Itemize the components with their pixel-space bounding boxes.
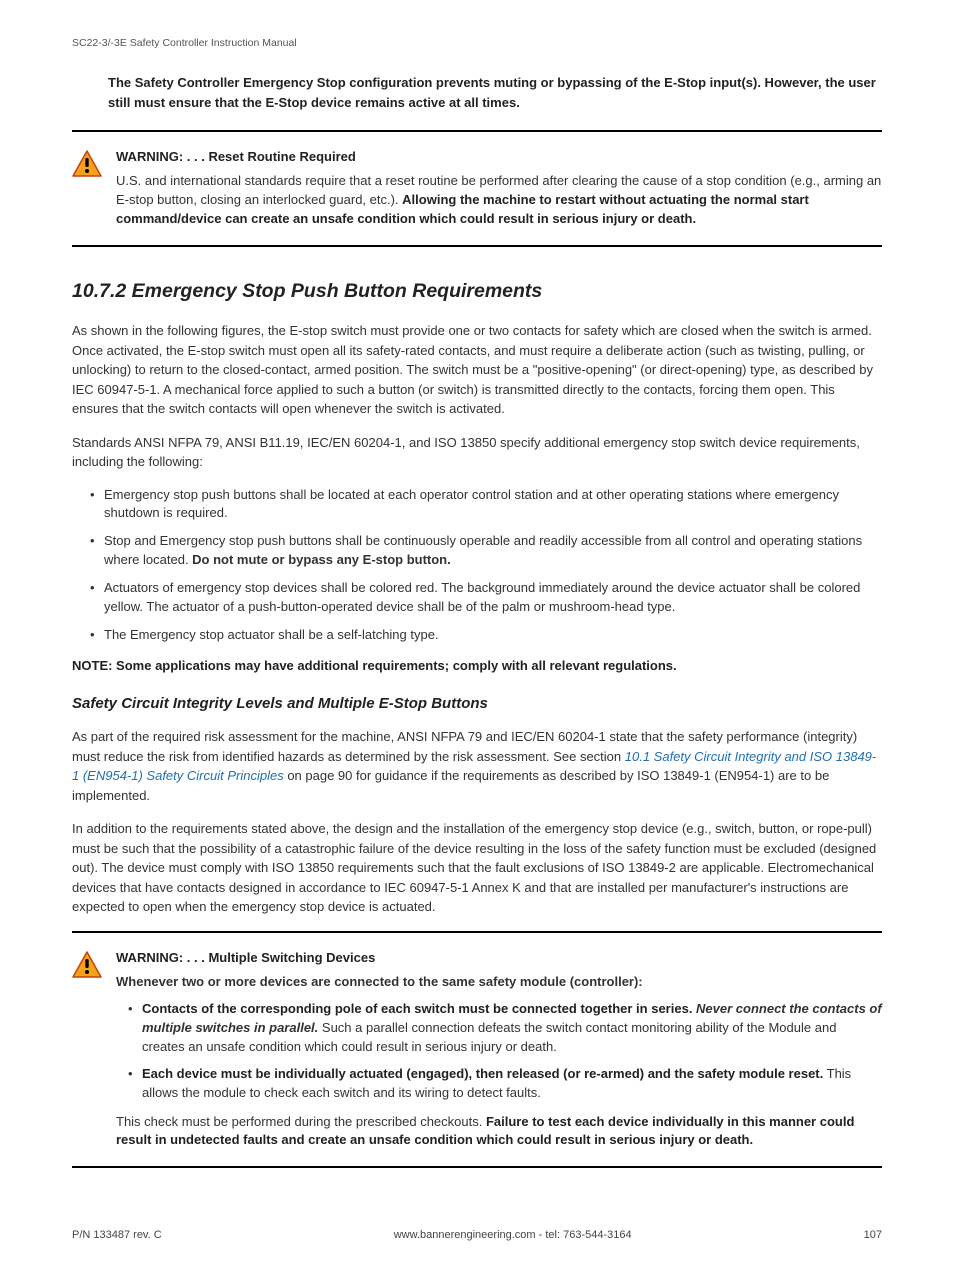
divider (72, 245, 882, 247)
warning-list: Contacts of the corresponding pole of ea… (128, 1000, 882, 1102)
body-paragraph: In addition to the requirements stated a… (72, 819, 882, 917)
list-item: Contacts of the corresponding pole of ea… (128, 1000, 882, 1057)
warning-text: U.S. and international standards require… (116, 172, 882, 229)
list-item: Each device must be individually actuate… (128, 1065, 882, 1103)
intro-paragraph: The Safety Controller Emergency Stop con… (108, 73, 882, 113)
warning-reset-routine: WARNING: . . . Reset Routine Required U.… (72, 140, 882, 237)
warning-icon (72, 951, 102, 984)
warning-lead: Whenever two or more devices are connect… (116, 973, 882, 992)
list-item: Emergency stop push buttons shall be loc… (90, 486, 882, 524)
footer-part-number: P/N 133487 rev. C (72, 1228, 162, 1244)
warning-tail-plain: This check must be performed during the … (116, 1114, 486, 1129)
list-item: The Emergency stop actuator shall be a s… (90, 626, 882, 645)
warning-title: WARNING: . . . Multiple Switching Device… (116, 949, 882, 968)
body-paragraph: As shown in the following figures, the E… (72, 321, 882, 419)
list-item: Actuators of emergency stop devices shal… (90, 579, 882, 617)
section-heading: 10.7.2 Emergency Stop Push Button Requir… (72, 277, 882, 305)
subsection-heading: Safety Circuit Integrity Levels and Mult… (72, 693, 882, 715)
warning-multiple-switching: WARNING: . . . Multiple Switching Device… (72, 941, 882, 1159)
warning-title: WARNING: . . . Reset Routine Required (116, 148, 882, 167)
divider (72, 1166, 882, 1168)
divider (72, 130, 882, 132)
requirements-list: Emergency stop push buttons shall be loc… (90, 486, 882, 645)
footer-page-number: 107 (864, 1228, 882, 1244)
list-item-bold: Contacts of the corresponding pole of ea… (142, 1001, 696, 1016)
page-footer: P/N 133487 rev. C www.bannerengineering.… (72, 1228, 882, 1244)
warning-icon (72, 150, 102, 183)
list-item-bold: Each device must be individually actuate… (142, 1066, 823, 1081)
body-paragraph: As part of the required risk assessment … (72, 727, 882, 805)
warning-tail: This check must be performed during the … (116, 1113, 882, 1151)
footer-contact: www.bannerengineering.com - tel: 763-544… (394, 1228, 632, 1244)
list-item: Stop and Emergency stop push buttons sha… (90, 532, 882, 570)
document-header: SC22-3/-3E Safety Controller Instruction… (72, 36, 882, 51)
list-item-bold: Do not mute or bypass any E-stop button. (192, 552, 451, 567)
divider (72, 931, 882, 933)
body-paragraph: Standards ANSI NFPA 79, ANSI B11.19, IEC… (72, 433, 882, 472)
note-line: NOTE: Some applications may have additio… (72, 657, 882, 676)
